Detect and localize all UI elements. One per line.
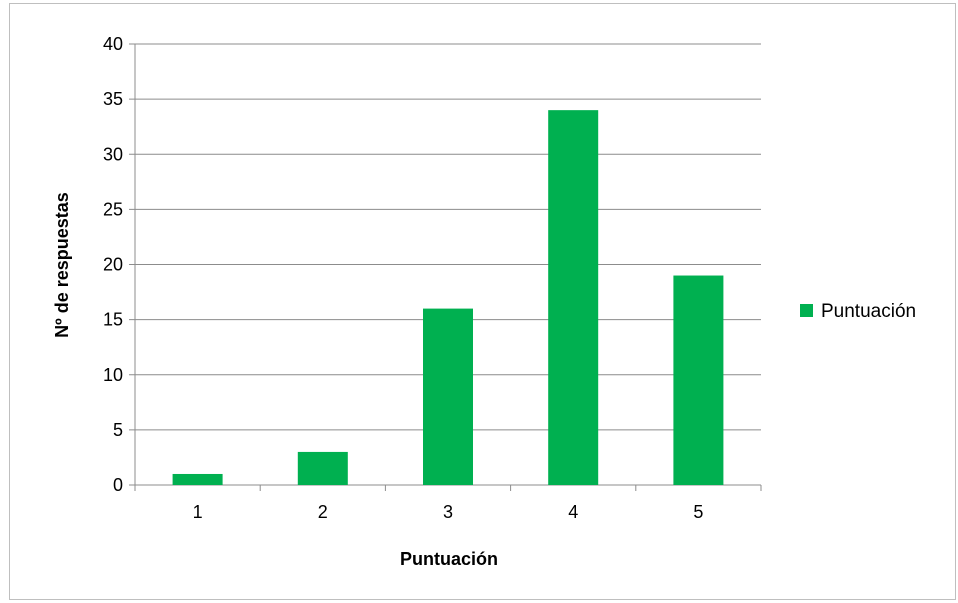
x-tick-label: 5 — [693, 502, 703, 522]
y-tick-label: 15 — [103, 310, 123, 330]
y-tick-labels: 0 5 10 15 20 25 30 35 40 — [103, 34, 123, 495]
y-tick-label: 25 — [103, 199, 123, 219]
x-tick-label: 2 — [318, 502, 328, 522]
y-tick-label: 20 — [103, 255, 123, 275]
x-tick-label: 3 — [443, 502, 453, 522]
bar-1 — [172, 473, 223, 485]
y-tick-label: 35 — [103, 89, 123, 109]
bar-3 — [423, 308, 473, 485]
bar-5 — [673, 275, 724, 485]
x-tick-label: 1 — [193, 502, 203, 522]
bar-2 — [297, 451, 348, 485]
bars — [172, 110, 724, 486]
legend: Puntuación — [800, 301, 916, 322]
y-tick-label: 30 — [103, 144, 123, 164]
y-tick-label: 0 — [113, 475, 123, 495]
legend-label-puntuacion: Puntuación — [821, 301, 916, 322]
x-tick-labels: 1 2 3 4 5 — [193, 502, 704, 522]
x-axis-title: Puntuación — [400, 549, 498, 569]
bar-4 — [548, 110, 599, 486]
x-tick-label: 4 — [568, 502, 578, 522]
gridlines — [129, 43, 762, 491]
chart-area — [9, 3, 956, 600]
legend-swatch-puntuacion — [800, 304, 813, 317]
y-tick-label: 40 — [103, 34, 123, 54]
y-tick-label: 10 — [103, 365, 123, 385]
y-tick-label: 5 — [113, 420, 123, 440]
y-axis-title: Nº de respuestas — [52, 192, 72, 338]
